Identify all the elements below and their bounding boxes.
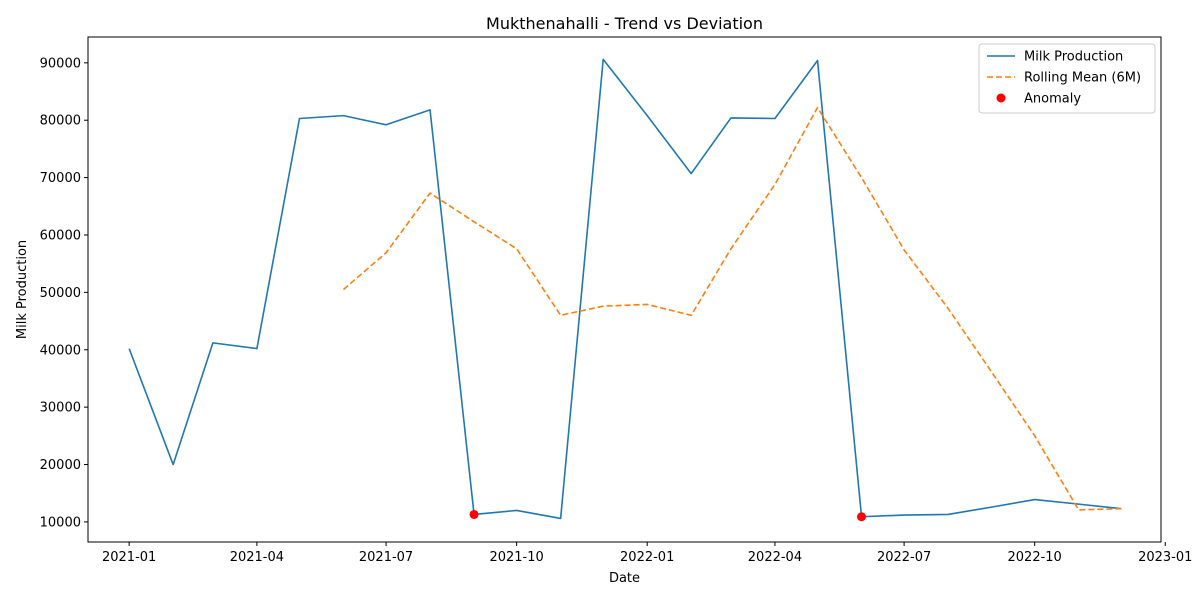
y-tick-label: 10000 — [40, 515, 81, 530]
x-axis: 2021-01 2021-04 2021-07 2021-10 2022-01 2022-… — [102, 542, 1192, 565]
series-line-0 — [128, 58, 1122, 520]
y-tick-label: 90000 — [40, 56, 81, 71]
y-tick-label: 60000 — [40, 228, 81, 243]
legend-box — [978, 43, 1156, 114]
y-tick-label: 20000 — [40, 458, 81, 473]
axes-frame — [87, 36, 1162, 543]
chart-title: Mukthenahalli - Trend vs Deviation — [486, 14, 763, 33]
legend-marker-2 — [996, 93, 1006, 103]
y-axis-label: Milk Production — [15, 240, 30, 339]
legend: Milk Production Rolling Mean (6M) Anomaly — [978, 43, 1156, 114]
x-axis-label: Date — [609, 571, 640, 586]
x-tick-label: 2021-04 — [230, 550, 284, 565]
x-tick-label: 2022-07 — [877, 550, 931, 565]
legend-label-2: Anomaly — [1024, 92, 1081, 107]
anomaly-point — [469, 509, 479, 519]
y-tick-label: 40000 — [40, 343, 81, 358]
y-tick-label: 80000 — [40, 114, 81, 129]
x-tick-label: 2023-01 — [1138, 550, 1192, 565]
series-line-1 — [342, 106, 1122, 511]
legend-label-1: Rolling Mean (6M) — [1024, 71, 1141, 86]
y-axis: 10000 20000 30000 40000 50000 60000 70000 80000… — [40, 56, 88, 530]
x-tick-label: 2021-10 — [489, 550, 543, 565]
x-tick-label: 2022-01 — [620, 550, 674, 565]
y-tick-label: 30000 — [40, 401, 81, 416]
x-tick-label: 2021-01 — [102, 550, 156, 565]
legend-label-0: Milk Production — [1024, 50, 1123, 65]
anomaly-point — [857, 512, 867, 522]
x-tick-label: 2022-10 — [1008, 550, 1062, 565]
y-tick-label: 70000 — [40, 171, 81, 186]
x-tick-label: 2022-04 — [748, 550, 802, 565]
y-tick-label: 50000 — [40, 286, 81, 301]
x-tick-label: 2021-07 — [359, 550, 413, 565]
plot-area — [87, 36, 1162, 543]
series-layer — [128, 58, 1122, 522]
